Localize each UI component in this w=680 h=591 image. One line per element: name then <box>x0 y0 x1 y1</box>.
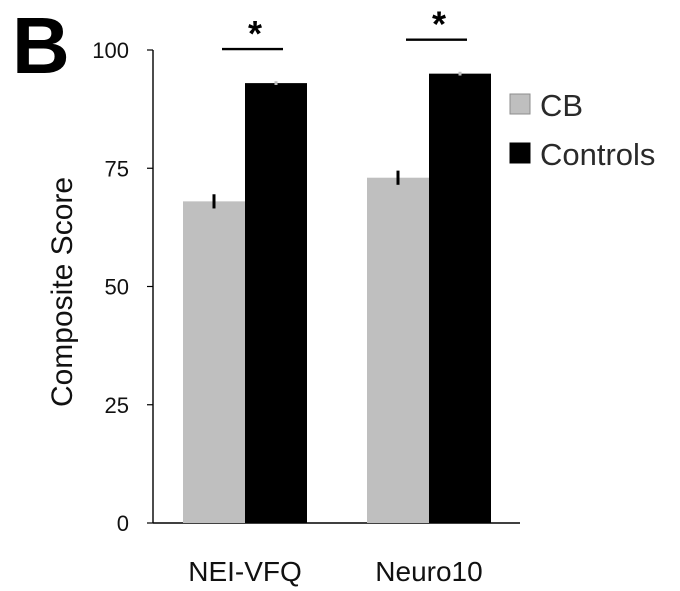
y-tick-label-0: 0 <box>117 511 129 536</box>
bar-controls-neuro10 <box>429 73 491 524</box>
bar-cb-nei-vfq <box>183 201 245 524</box>
y-axis-ticks: 0 25 50 75 100 <box>92 38 153 536</box>
significance-star-0: * <box>248 13 262 54</box>
legend: CB Controls <box>509 88 655 172</box>
legend-swatch-controls <box>509 142 531 164</box>
y-tick-label-2: 50 <box>105 275 129 300</box>
legend-swatch-cb <box>509 93 531 115</box>
y-axis-title: Composite Score <box>46 177 79 407</box>
bar-cb-neuro10 <box>367 177 429 523</box>
bars-group <box>183 73 491 524</box>
panel-label: B <box>12 1 70 90</box>
y-tick-label-1: 25 <box>105 393 129 418</box>
significance-star-1: * <box>432 4 446 45</box>
x-category-label-0: NEI-VFQ <box>188 556 302 587</box>
y-tick-label-4: 100 <box>92 38 129 63</box>
x-category-label-1: Neuro10 <box>375 556 482 587</box>
bar-controls-nei-vfq <box>245 83 307 524</box>
y-tick-label-3: 75 <box>105 156 129 181</box>
error-bars-group <box>212 71 462 209</box>
significance-group: * * <box>222 4 467 54</box>
category-labels: NEI-VFQ Neuro10 <box>188 556 482 587</box>
legend-label-cb: CB <box>540 88 583 123</box>
legend-label-controls: Controls <box>540 137 655 172</box>
